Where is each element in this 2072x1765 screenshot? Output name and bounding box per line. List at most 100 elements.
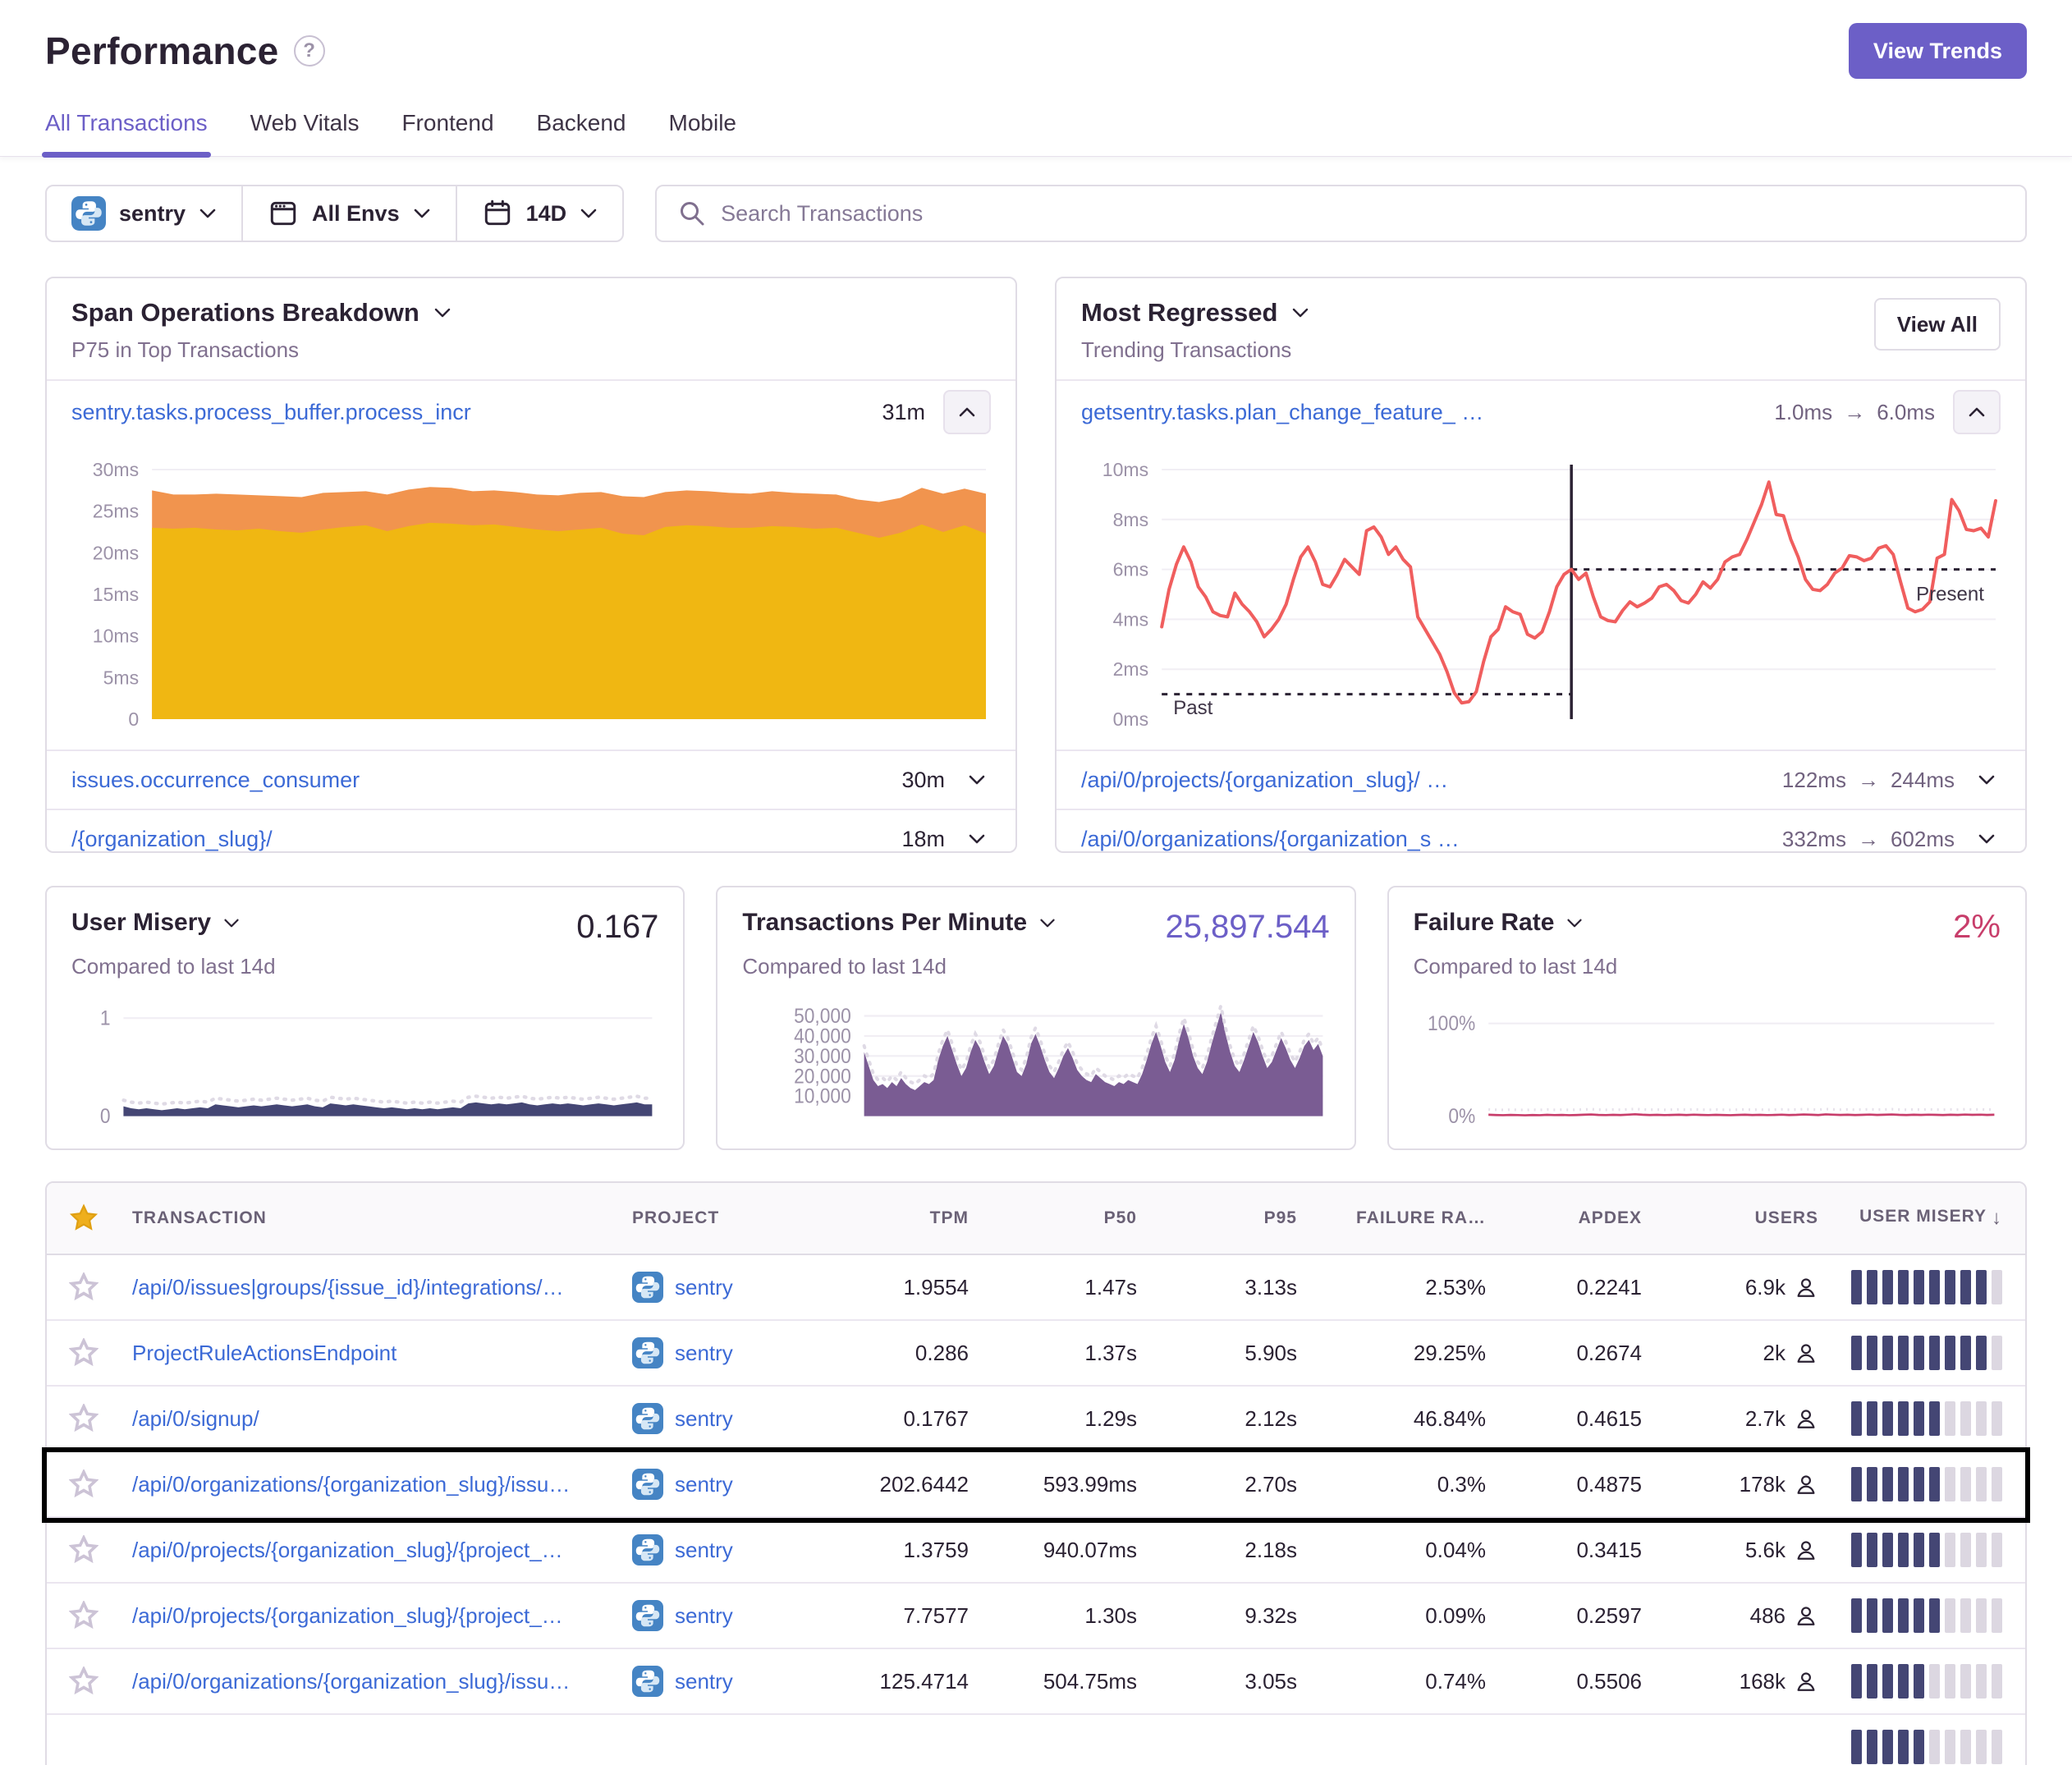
column-header-users[interactable]: Users [1642, 1208, 1818, 1228]
table-row[interactable]: /api/0/signup/ sentry 0.1767 1.29s 2.12s… [47, 1387, 2025, 1452]
project-link[interactable]: sentry [675, 1406, 733, 1432]
search-input[interactable] [721, 201, 2004, 227]
transaction-link[interactable]: /api/0/signup/ [132, 1406, 259, 1432]
p95-cell: 2.12s [1137, 1406, 1297, 1432]
favorite-star-toggle[interactable] [47, 1666, 121, 1696]
user-misery-title-dropdown[interactable]: User Misery [71, 909, 241, 937]
column-header-tpm[interactable]: TPM [837, 1208, 969, 1228]
column-header-failure-rate[interactable]: Failure Ra… [1297, 1208, 1486, 1228]
search-icon [678, 199, 706, 227]
table-row[interactable]: /api/0/organizations/{organization_slug}… [47, 1649, 2025, 1715]
transaction-link[interactable]: /api/0/organizations/{organization_slug}… [132, 1472, 570, 1497]
project-filter[interactable]: sentry [47, 186, 241, 241]
expand-toggle-button[interactable] [963, 832, 991, 846]
star-outline-icon [69, 1404, 99, 1433]
project-cell: sentry [632, 1272, 837, 1303]
span-op-link[interactable]: issues.occurrence_consumer [71, 768, 360, 793]
tpm-value: 25,897.544 [1165, 909, 1329, 946]
expand-toggle-button[interactable] [963, 773, 991, 786]
chevron-down-icon [433, 306, 452, 319]
view-all-button[interactable]: View All [1874, 298, 2001, 351]
span-breakdown-title-dropdown[interactable]: Span Operations Breakdown [71, 298, 452, 328]
failure-rate-panel: Failure Rate 2% Compared to last 14d 100… [1387, 886, 2027, 1150]
transaction-link[interactable]: /api/0/projects/{organization_slug}/{pro… [132, 1603, 563, 1629]
star-outline-icon [69, 1272, 99, 1302]
expand-toggle-button[interactable] [1973, 832, 2001, 846]
regressed-item: /api/0/projects/{organization_slug}/ … 1… [1057, 751, 2025, 809]
favorite-star-toggle[interactable] [47, 1404, 121, 1433]
favorite-star-toggle[interactable] [47, 1338, 121, 1368]
apdex-cell: 0.5506 [1486, 1669, 1642, 1694]
environment-filter[interactable]: All Envs [241, 186, 456, 241]
chevron-down-icon [1977, 832, 1996, 846]
most-regressed-panel: Most Regressed Trending Transactions Vie… [1055, 277, 2027, 853]
expand-toggle-button[interactable] [1973, 773, 2001, 786]
tab-web-vitals[interactable]: Web Vitals [250, 110, 360, 156]
tab-mobile[interactable]: Mobile [669, 110, 736, 156]
users-cell: 178k [1642, 1472, 1818, 1497]
favorite-star-toggle[interactable] [47, 1272, 121, 1302]
regressed-transaction-link[interactable]: /api/0/projects/{organization_slug}/ … [1081, 768, 1448, 793]
project-cell: sentry [632, 1337, 837, 1368]
tab-all-transactions[interactable]: All Transactions [45, 110, 208, 156]
p95-cell: 3.05s [1137, 1669, 1297, 1694]
collapse-toggle-button[interactable] [1953, 390, 2001, 434]
project-link[interactable]: sentry [675, 1275, 733, 1300]
table-row[interactable] [47, 1715, 2025, 1765]
sort-descending-icon: ↓ [1992, 1207, 2002, 1230]
failure-rate-title-dropdown[interactable]: Failure Rate [1414, 909, 1584, 937]
tpm-title-dropdown[interactable]: Transactions Per Minute [742, 909, 1057, 937]
tab-frontend[interactable]: Frontend [401, 110, 493, 156]
transaction-link[interactable]: /api/0/organizations/{organization_slug}… [132, 1669, 570, 1694]
transaction-link[interactable]: /api/0/projects/{organization_slug}/{pro… [132, 1538, 563, 1563]
table-row[interactable]: /api/0/organizations/{organization_slug}… [47, 1452, 2025, 1518]
favorite-star-toggle[interactable] [47, 1601, 121, 1630]
regressed-transaction-link[interactable]: /api/0/organizations/{organization_s … [1081, 827, 1460, 852]
user-misery-bars [1818, 1533, 2025, 1567]
view-trends-button[interactable]: View Trends [1849, 23, 2027, 79]
column-header-project[interactable]: Project [632, 1208, 837, 1228]
favorite-star-toggle[interactable] [47, 1535, 121, 1565]
regressed-transaction-link[interactable]: getsentry.tasks.plan_change_feature_ … [1081, 400, 1483, 425]
svg-text:25ms: 25ms [93, 501, 139, 522]
span-op-link[interactable]: sentry.tasks.process_buffer.process_incr [71, 400, 471, 425]
column-header-transaction[interactable]: Transaction [121, 1208, 632, 1228]
failure-rate-cell: 46.84% [1297, 1406, 1486, 1432]
transaction-link[interactable]: /api/0/issues|groups/{issue_id}/integrat… [132, 1275, 564, 1300]
collapse-toggle-button[interactable] [943, 390, 991, 434]
table-row[interactable]: /api/0/issues|groups/{issue_id}/integrat… [47, 1255, 2025, 1321]
help-icon[interactable]: ? [294, 35, 325, 66]
column-header-p95[interactable]: P95 [1137, 1208, 1297, 1228]
most-regressed-title-dropdown[interactable]: Most Regressed [1081, 298, 1310, 328]
favorite-star-toggle[interactable] [47, 1732, 121, 1762]
svg-text:30,000: 30,000 [794, 1046, 851, 1068]
project-link[interactable]: sentry [675, 1538, 733, 1563]
project-link[interactable]: sentry [675, 1669, 733, 1694]
svg-text:10,000: 10,000 [794, 1086, 851, 1108]
column-header-apdex[interactable]: Apdex [1486, 1208, 1642, 1228]
column-header-p50[interactable]: P50 [969, 1208, 1137, 1228]
chevron-up-icon [1967, 406, 1987, 419]
python-project-icon [632, 1666, 663, 1697]
project-link[interactable]: sentry [675, 1341, 733, 1366]
chevron-down-icon [1977, 773, 1996, 786]
favorite-star-toggle[interactable] [47, 1469, 121, 1499]
starred-column-header[interactable] [47, 1203, 121, 1233]
date-range-filter[interactable]: 14D [456, 186, 623, 241]
svg-text:5ms: 5ms [103, 667, 140, 688]
tab-backend[interactable]: Backend [537, 110, 626, 156]
table-row[interactable]: /api/0/projects/{organization_slug}/{pro… [47, 1584, 2025, 1649]
column-header-user-misery[interactable]: User Misery ↓ [1818, 1207, 2025, 1230]
transaction-link[interactable]: ProjectRuleActionsEndpoint [132, 1341, 397, 1366]
project-link[interactable]: sentry [675, 1603, 733, 1629]
regressed-item: /api/0/organizations/{organization_s … 3… [1057, 810, 2025, 853]
table-row[interactable]: ProjectRuleActionsEndpoint sentry 0.286 … [47, 1321, 2025, 1387]
project-cell: sentry [632, 1666, 837, 1697]
span-op-link[interactable]: /{organization_slug}/ [71, 827, 273, 852]
star-outline-icon [69, 1535, 99, 1565]
span-operations-breakdown-panel: Span Operations Breakdown P75 in Top Tra… [45, 277, 1017, 853]
table-row[interactable]: /api/0/projects/{organization_slug}/{pro… [47, 1518, 2025, 1584]
chevron-down-icon [1565, 917, 1584, 929]
failure-rate-cell: 0.3% [1297, 1472, 1486, 1497]
project-link[interactable]: sentry [675, 1472, 733, 1497]
